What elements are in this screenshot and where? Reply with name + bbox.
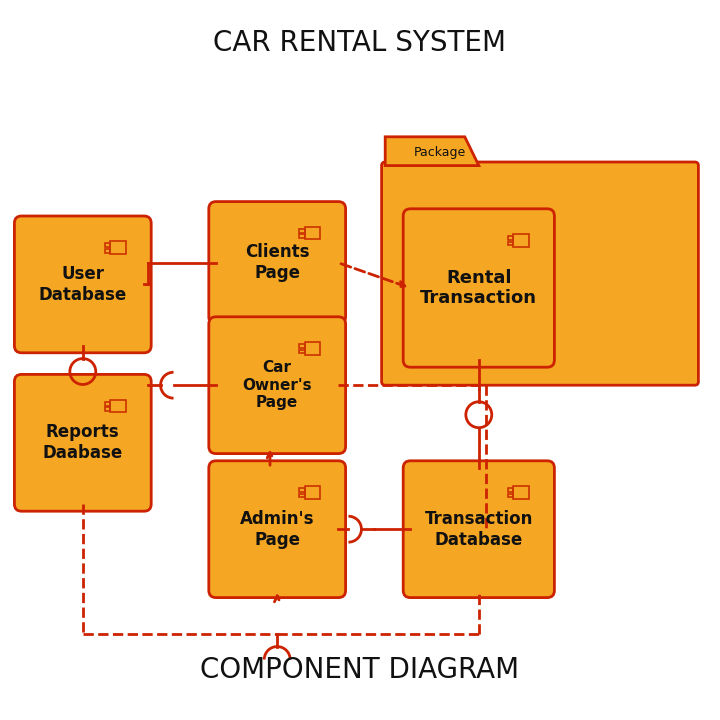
Text: Reports
Daabase: Reports Daabase	[42, 423, 123, 462]
Polygon shape	[385, 137, 479, 166]
Text: Car
Owner's
Page: Car Owner's Page	[243, 360, 312, 410]
Text: Admin's
Page: Admin's Page	[240, 510, 315, 549]
Text: Clients
Page: Clients Page	[245, 243, 310, 282]
Text: User
Database: User Database	[39, 265, 127, 304]
FancyBboxPatch shape	[209, 202, 346, 324]
Text: COMPONENT DIAGRAM: COMPONENT DIAGRAM	[200, 656, 520, 684]
FancyBboxPatch shape	[14, 216, 151, 353]
Text: Package: Package	[413, 146, 466, 159]
FancyBboxPatch shape	[14, 374, 151, 511]
FancyBboxPatch shape	[209, 317, 346, 454]
Text: Transaction
Database: Transaction Database	[425, 510, 533, 549]
Text: CAR RENTAL SYSTEM: CAR RENTAL SYSTEM	[214, 29, 506, 57]
FancyBboxPatch shape	[382, 162, 698, 385]
Text: Rental
Transaction: Rental Transaction	[420, 269, 537, 307]
FancyBboxPatch shape	[209, 461, 346, 598]
FancyBboxPatch shape	[403, 461, 554, 598]
FancyBboxPatch shape	[403, 209, 554, 367]
